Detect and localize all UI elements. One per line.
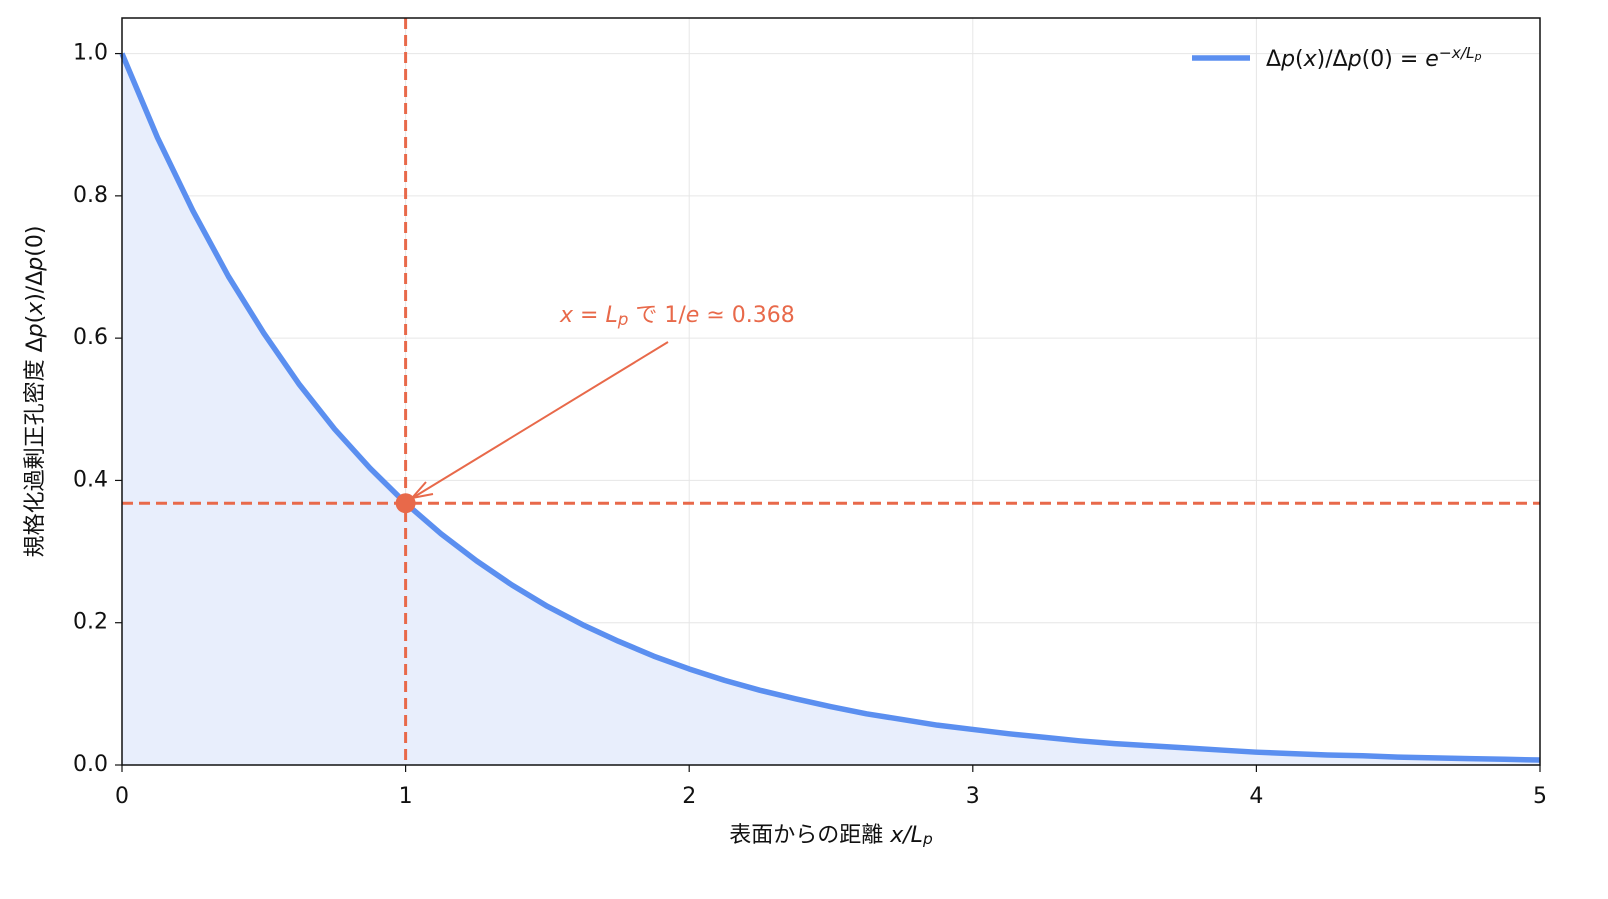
text-part: x/L [889, 823, 923, 848]
text-part: p [1280, 47, 1295, 72]
line [119, 52, 1541, 763]
y-tick-label: 1.0 [73, 41, 108, 66]
text-part: p [23, 323, 48, 338]
plot-frame [121, 17, 1541, 766]
y-tick-label: 0.6 [73, 325, 108, 350]
text-part: p [1474, 50, 1482, 63]
text-part: )/Δ [23, 271, 48, 302]
x-axis-label: 表面からの距離 x/Lp [729, 823, 933, 848]
arrow-head [411, 481, 434, 499]
text-part: 表面からの距離 [729, 823, 890, 848]
text-part: p [617, 309, 629, 329]
text-part: Δ [1266, 47, 1281, 72]
text-part: e [686, 303, 700, 328]
y-tick-label: 0.0 [73, 752, 108, 777]
text-part: ( [23, 315, 48, 324]
text-part: x [559, 303, 574, 328]
y-tick-label: 0.2 [73, 610, 108, 635]
text-part: x [1303, 47, 1318, 72]
text-part: p [922, 830, 933, 848]
legend-label: Δp(x)/Δp(0) = e−x/Lp [1266, 44, 1482, 72]
annotation: x = Lp で 1/e ≃ 0.368 [559, 303, 795, 329]
text-part: (0) [23, 226, 48, 257]
x-tick-label: 4 [1249, 784, 1263, 809]
text-part: x [23, 301, 48, 316]
text-part: (0) = [1362, 47, 1426, 72]
text-part: ≃ 0.368 [699, 303, 794, 328]
marker [395, 493, 416, 514]
x-tick-label: 5 [1533, 784, 1547, 809]
text-part: で 1/ [628, 303, 686, 328]
y-axis-label: 規格化過剰正孔密度 Δp(x)/Δp(0) [23, 226, 48, 558]
x-tick-label: 1 [399, 784, 413, 809]
area-fill [122, 53, 1540, 765]
x-tick-label: 0 [115, 784, 129, 809]
text-part: e [1425, 47, 1439, 72]
y-tick-label: 0.4 [73, 467, 108, 492]
text-part: 規格化過剰正孔密度 Δ [23, 337, 48, 557]
text-part: p [23, 257, 48, 272]
text-part: )/Δ [1317, 47, 1348, 72]
y-tick-label: 0.8 [73, 183, 108, 208]
text-part: ( [1295, 47, 1304, 72]
annotation-arrow [413, 341, 669, 498]
text-part: L [605, 303, 617, 328]
x-tick-label: 3 [966, 784, 980, 809]
x-tick-label: 2 [682, 784, 696, 809]
text-part: −x/L [1439, 44, 1475, 62]
text-part: = [573, 303, 605, 328]
text-part: p [1347, 47, 1362, 72]
